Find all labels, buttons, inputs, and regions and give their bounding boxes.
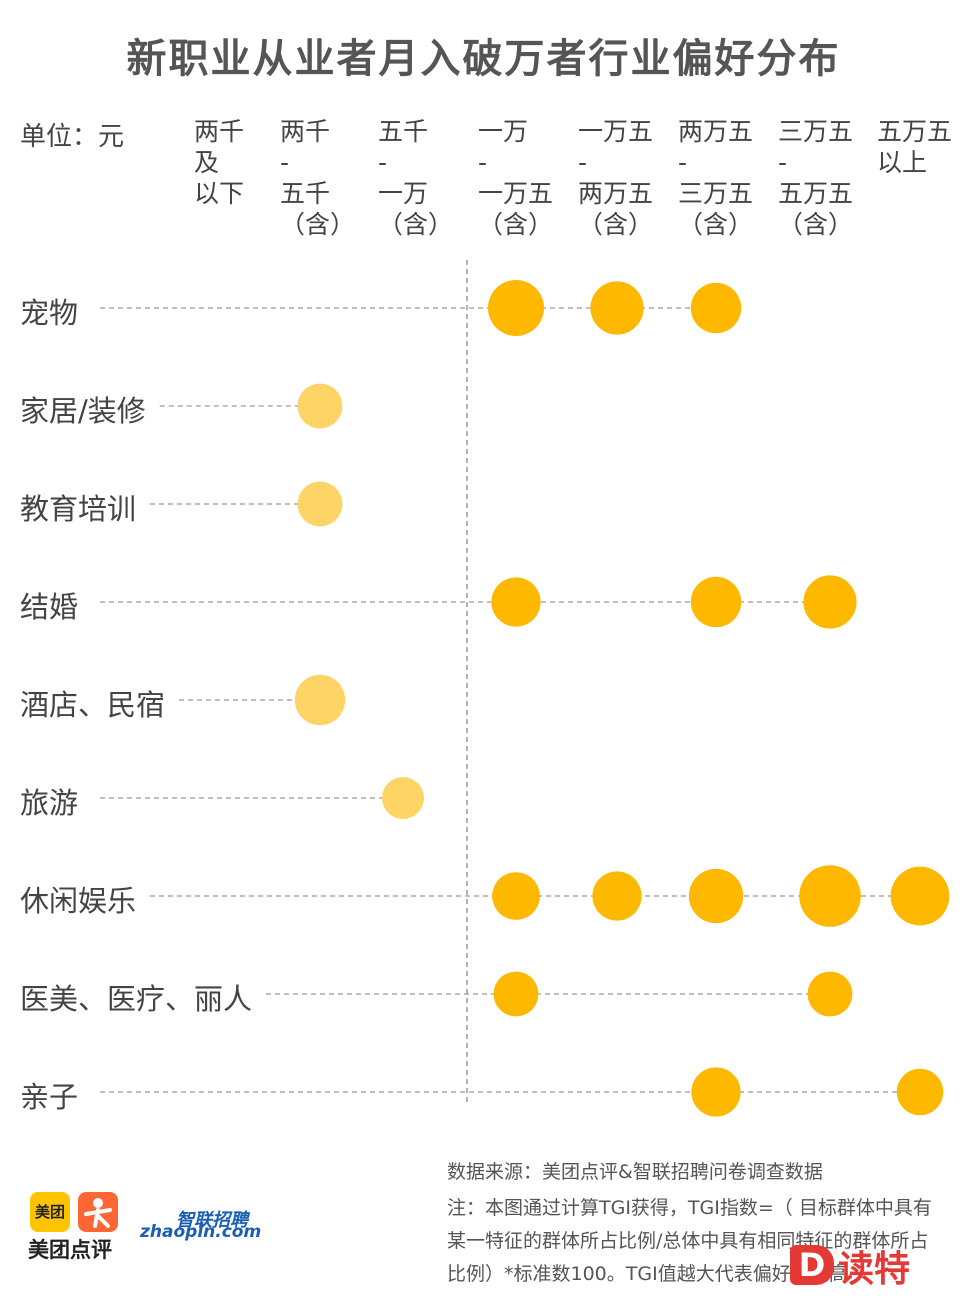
column-header-0: 两千 及 以下 (194, 117, 245, 208)
column-header-1: 两千 - 五千 （含） (280, 117, 356, 239)
column-header-4: 一万五 - 两万五 （含） (578, 117, 654, 239)
chart-title: 新职业从业者月入破万者行业偏好分布 (126, 36, 841, 82)
bubble-3-5 (690, 576, 742, 628)
dianping-logo (78, 1192, 118, 1232)
bubble-8-5 (691, 1067, 741, 1117)
category-label-0: 宠物 (20, 296, 79, 330)
category-label-7: 医美、医疗、丽人 (20, 982, 253, 1016)
category-label-1: 家居/装修 (20, 394, 146, 428)
bubble-3-3 (491, 577, 541, 627)
bubble-6-3 (492, 872, 540, 920)
category-label-3: 结婚 (20, 590, 79, 624)
column-header-7: 五万五 以上 (877, 117, 953, 177)
bubble-0-5 (690, 282, 742, 334)
zhaopin-logo-en: zhaopin.com (140, 1222, 262, 1242)
bubble-6-4 (592, 871, 642, 921)
bubble-5-2 (382, 777, 424, 819)
zhaopin-logo-cn: 智联招聘 (176, 1210, 248, 1231)
column-header-6: 三万五 - 五万五 （含） (778, 117, 854, 239)
bubble-3-6 (803, 575, 857, 629)
footer-source: 数据来源：美团点评&智联招聘问卷调查数据 (447, 1161, 823, 1183)
bubble-2-1 (297, 481, 343, 527)
bubble-6-5 (688, 868, 744, 924)
person-icon (84, 1198, 112, 1228)
bubble-7-3 (493, 971, 539, 1017)
bubble-6-6 (799, 865, 861, 927)
watermark-d-logo: D (790, 1245, 834, 1285)
category-label-4: 酒店、民宿 (20, 688, 166, 722)
meituan-logo: 美团 (30, 1192, 70, 1232)
bubble-1-1 (297, 383, 343, 429)
bubble-8-7 (896, 1068, 944, 1116)
column-header-2: 五千 - 一万 （含） (378, 117, 454, 239)
footer-note-line3: 比例）*标准数100。TGI值越大代表偏好度越高 (447, 1263, 848, 1285)
column-header-3: 一万 - 一万五 （含） (478, 117, 554, 239)
bubble-7-6 (807, 971, 853, 1017)
bubble-4-1 (294, 674, 346, 726)
footer-note-line1: 注：本图通过计算TGI获得，TGI指数=（ 目标群体中具有 (447, 1197, 932, 1219)
bubble-0-4 (590, 281, 644, 335)
category-label-8: 亲子 (20, 1080, 79, 1114)
bubble-6-7 (890, 866, 950, 926)
category-label-6: 休闲娱乐 (20, 884, 137, 918)
category-label-2: 教育培训 (20, 492, 137, 526)
unit-label: 单位：元 (20, 122, 125, 152)
watermark-text: 读特 (838, 1249, 911, 1290)
category-label-5: 旅游 (20, 786, 79, 820)
bubble-0-3 (488, 280, 544, 336)
column-header-5: 两万五 - 三万五 （含） (678, 117, 754, 239)
meituan-dianping-logo-text: 美团点评 (28, 1238, 112, 1262)
